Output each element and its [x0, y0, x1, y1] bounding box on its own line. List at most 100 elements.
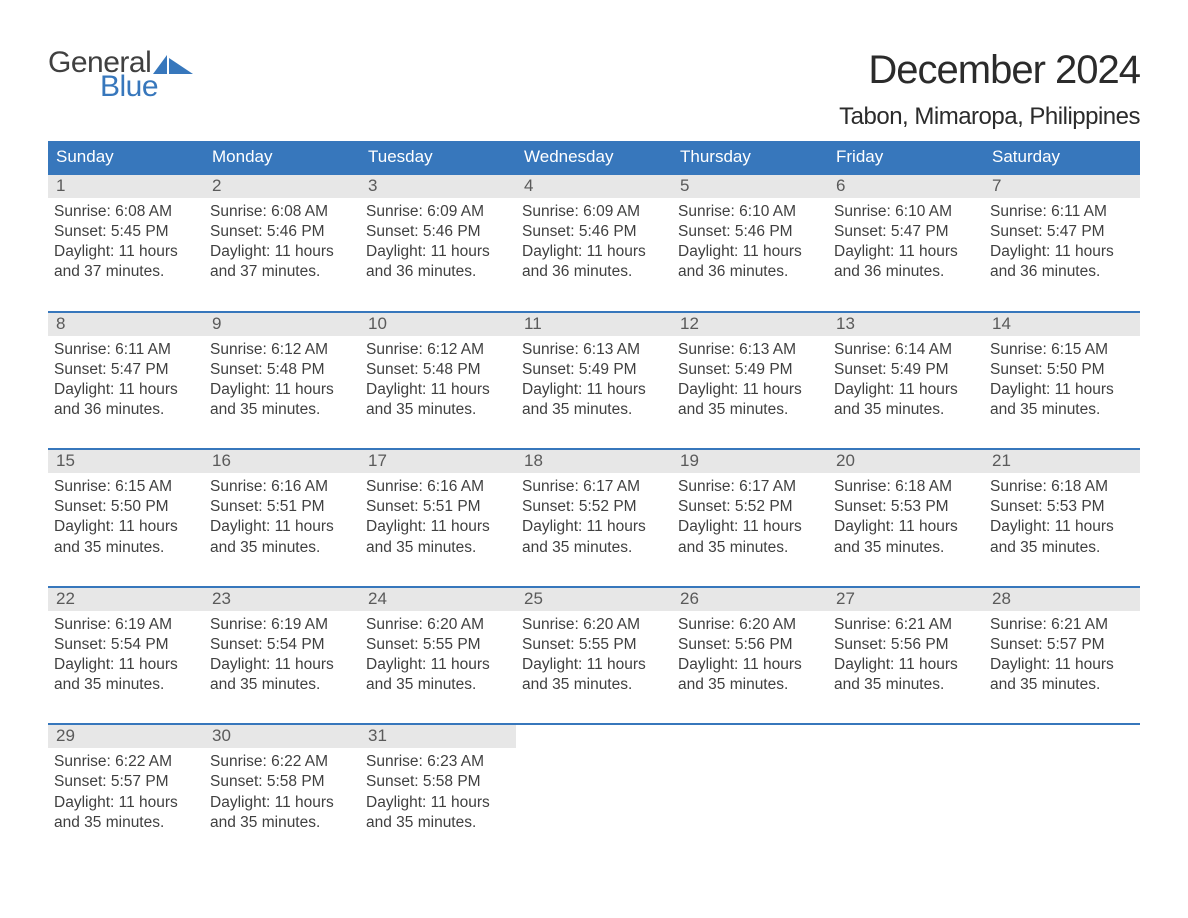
calendar-day: 2Sunrise: 6:08 AMSunset: 5:46 PMDaylight…: [204, 175, 360, 283]
day-number: 30: [204, 725, 360, 748]
day-number: 19: [672, 450, 828, 473]
sunset-text: Sunset: 5:46 PM: [210, 222, 354, 242]
calendar-day: 15Sunrise: 6:15 AMSunset: 5:50 PMDayligh…: [48, 450, 204, 558]
sunrise-text: Sunrise: 6:21 AM: [990, 615, 1134, 635]
sunset-text: Sunset: 5:50 PM: [54, 497, 198, 517]
sunset-text: Sunset: 5:55 PM: [522, 635, 666, 655]
day-details: Sunrise: 6:11 AMSunset: 5:47 PMDaylight:…: [48, 336, 204, 421]
sunrise-text: Sunrise: 6:20 AM: [366, 615, 510, 635]
daylight-text-1: Daylight: 11 hours: [522, 517, 666, 537]
daylight-text-2: and 37 minutes.: [54, 262, 198, 282]
calendar-day: 25Sunrise: 6:20 AMSunset: 5:55 PMDayligh…: [516, 588, 672, 696]
day-number: 17: [360, 450, 516, 473]
day-number: 25: [516, 588, 672, 611]
day-number: 5: [672, 175, 828, 198]
calendar-day: 23Sunrise: 6:19 AMSunset: 5:54 PMDayligh…: [204, 588, 360, 696]
sunset-text: Sunset: 5:56 PM: [834, 635, 978, 655]
daylight-text-2: and 35 minutes.: [522, 675, 666, 695]
day-number: 15: [48, 450, 204, 473]
day-details: Sunrise: 6:10 AMSunset: 5:46 PMDaylight:…: [672, 198, 828, 283]
day-details: Sunrise: 6:18 AMSunset: 5:53 PMDaylight:…: [984, 473, 1140, 558]
daylight-text-1: Daylight: 11 hours: [210, 380, 354, 400]
daylight-text-1: Daylight: 11 hours: [678, 655, 822, 675]
sunset-text: Sunset: 5:57 PM: [54, 772, 198, 792]
sunrise-text: Sunrise: 6:10 AM: [834, 202, 978, 222]
sunrise-text: Sunrise: 6:09 AM: [522, 202, 666, 222]
daylight-text-1: Daylight: 11 hours: [54, 380, 198, 400]
day-number: 12: [672, 313, 828, 336]
logo: General Blue: [48, 48, 195, 102]
sunset-text: Sunset: 5:47 PM: [54, 360, 198, 380]
day-number: 14: [984, 313, 1140, 336]
calendar-day: 20Sunrise: 6:18 AMSunset: 5:53 PMDayligh…: [828, 450, 984, 558]
logo-text-bottom: Blue: [100, 72, 195, 102]
day-number: [516, 725, 672, 747]
day-number: 1: [48, 175, 204, 198]
sunset-text: Sunset: 5:49 PM: [522, 360, 666, 380]
dow-tuesday: Tuesday: [360, 141, 516, 173]
day-number: 21: [984, 450, 1140, 473]
daylight-text-1: Daylight: 11 hours: [366, 793, 510, 813]
daylight-text-1: Daylight: 11 hours: [210, 242, 354, 262]
sunset-text: Sunset: 5:46 PM: [366, 222, 510, 242]
daylight-text-2: and 35 minutes.: [210, 400, 354, 420]
sunset-text: Sunset: 5:52 PM: [522, 497, 666, 517]
sunset-text: Sunset: 5:58 PM: [366, 772, 510, 792]
day-details: Sunrise: 6:22 AMSunset: 5:58 PMDaylight:…: [204, 748, 360, 833]
sunrise-text: Sunrise: 6:08 AM: [54, 202, 198, 222]
daylight-text-1: Daylight: 11 hours: [834, 517, 978, 537]
daylight-text-1: Daylight: 11 hours: [990, 517, 1134, 537]
sunrise-text: Sunrise: 6:13 AM: [522, 340, 666, 360]
day-details: Sunrise: 6:11 AMSunset: 5:47 PMDaylight:…: [984, 198, 1140, 283]
day-number: 20: [828, 450, 984, 473]
calendar-day: [516, 725, 672, 833]
day-number: 6: [828, 175, 984, 198]
calendar-day: 28Sunrise: 6:21 AMSunset: 5:57 PMDayligh…: [984, 588, 1140, 696]
day-details: Sunrise: 6:22 AMSunset: 5:57 PMDaylight:…: [48, 748, 204, 833]
calendar-day: 8Sunrise: 6:11 AMSunset: 5:47 PMDaylight…: [48, 313, 204, 421]
calendar-day: 14Sunrise: 6:15 AMSunset: 5:50 PMDayligh…: [984, 313, 1140, 421]
sunrise-text: Sunrise: 6:19 AM: [54, 615, 198, 635]
day-details: Sunrise: 6:16 AMSunset: 5:51 PMDaylight:…: [204, 473, 360, 558]
daylight-text-1: Daylight: 11 hours: [678, 380, 822, 400]
day-details: Sunrise: 6:20 AMSunset: 5:55 PMDaylight:…: [516, 611, 672, 696]
daylight-text-2: and 35 minutes.: [210, 538, 354, 558]
day-number: 23: [204, 588, 360, 611]
dow-wednesday: Wednesday: [516, 141, 672, 173]
daylight-text-1: Daylight: 11 hours: [54, 517, 198, 537]
calendar-day: 22Sunrise: 6:19 AMSunset: 5:54 PMDayligh…: [48, 588, 204, 696]
day-details: Sunrise: 6:12 AMSunset: 5:48 PMDaylight:…: [204, 336, 360, 421]
day-details: Sunrise: 6:19 AMSunset: 5:54 PMDaylight:…: [204, 611, 360, 696]
calendar-day: 18Sunrise: 6:17 AMSunset: 5:52 PMDayligh…: [516, 450, 672, 558]
sunset-text: Sunset: 5:48 PM: [210, 360, 354, 380]
sunrise-text: Sunrise: 6:19 AM: [210, 615, 354, 635]
sunrise-text: Sunrise: 6:18 AM: [834, 477, 978, 497]
day-number: 28: [984, 588, 1140, 611]
day-details: Sunrise: 6:13 AMSunset: 5:49 PMDaylight:…: [672, 336, 828, 421]
calendar-day: 17Sunrise: 6:16 AMSunset: 5:51 PMDayligh…: [360, 450, 516, 558]
sunset-text: Sunset: 5:54 PM: [54, 635, 198, 655]
sunrise-text: Sunrise: 6:20 AM: [522, 615, 666, 635]
calendar-day: 26Sunrise: 6:20 AMSunset: 5:56 PMDayligh…: [672, 588, 828, 696]
daylight-text-1: Daylight: 11 hours: [54, 655, 198, 675]
day-number: 4: [516, 175, 672, 198]
daylight-text-1: Daylight: 11 hours: [522, 655, 666, 675]
sunset-text: Sunset: 5:47 PM: [834, 222, 978, 242]
daylight-text-2: and 35 minutes.: [366, 538, 510, 558]
sunset-text: Sunset: 5:51 PM: [366, 497, 510, 517]
day-of-week-header: Sunday Monday Tuesday Wednesday Thursday…: [48, 141, 1140, 173]
day-number: 24: [360, 588, 516, 611]
daylight-text-1: Daylight: 11 hours: [210, 517, 354, 537]
daylight-text-2: and 35 minutes.: [990, 538, 1134, 558]
sunset-text: Sunset: 5:49 PM: [834, 360, 978, 380]
daylight-text-1: Daylight: 11 hours: [366, 380, 510, 400]
sunrise-text: Sunrise: 6:12 AM: [366, 340, 510, 360]
calendar-day: 3Sunrise: 6:09 AMSunset: 5:46 PMDaylight…: [360, 175, 516, 283]
daylight-text-1: Daylight: 11 hours: [990, 242, 1134, 262]
daylight-text-2: and 35 minutes.: [522, 400, 666, 420]
calendar-week: 22Sunrise: 6:19 AMSunset: 5:54 PMDayligh…: [48, 586, 1140, 696]
sunset-text: Sunset: 5:48 PM: [366, 360, 510, 380]
daylight-text-2: and 36 minutes.: [990, 262, 1134, 282]
sunrise-text: Sunrise: 6:15 AM: [990, 340, 1134, 360]
daylight-text-1: Daylight: 11 hours: [366, 242, 510, 262]
